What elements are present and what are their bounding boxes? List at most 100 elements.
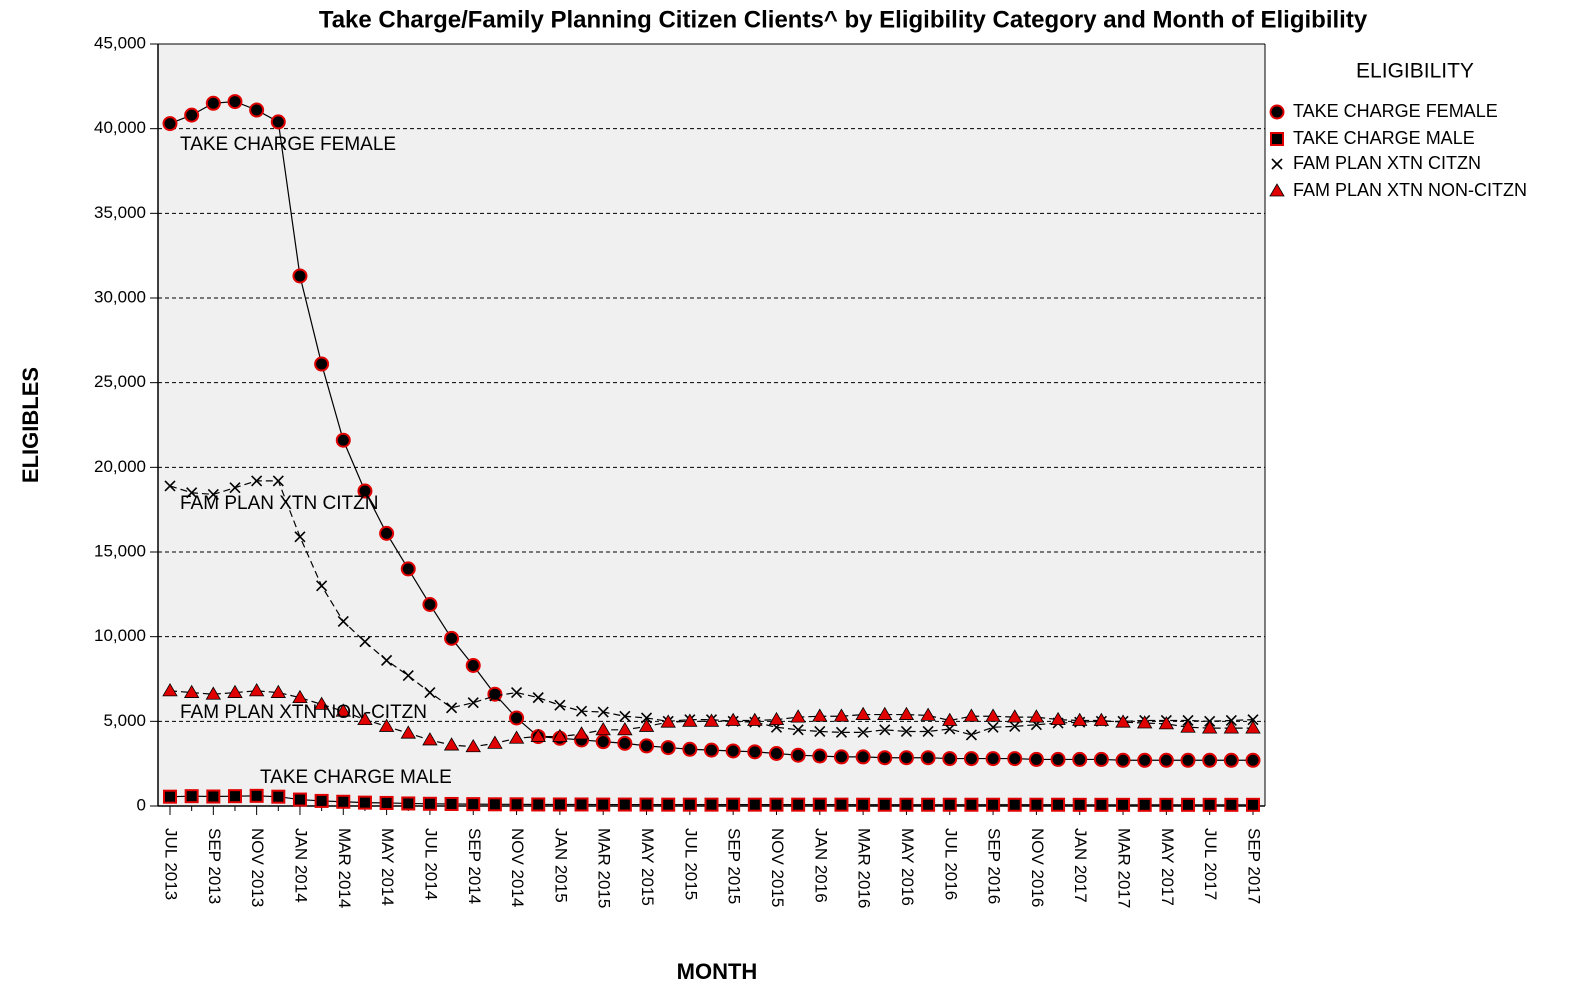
data-point bbox=[205, 686, 222, 700]
data-point bbox=[639, 738, 655, 754]
data-point bbox=[335, 432, 351, 448]
data-point bbox=[855, 706, 871, 720]
data-point bbox=[985, 708, 1001, 722]
data-point bbox=[1245, 720, 1261, 734]
data-point bbox=[1137, 797, 1152, 812]
data-point bbox=[509, 797, 524, 812]
data-point bbox=[660, 714, 676, 728]
data-point bbox=[248, 683, 265, 697]
data-point bbox=[573, 726, 590, 740]
data-point bbox=[792, 724, 804, 736]
data-point bbox=[401, 796, 416, 811]
data-point bbox=[1223, 752, 1239, 768]
y-tick-label: 45,000 bbox=[94, 33, 146, 52]
data-point bbox=[791, 797, 806, 812]
data-point bbox=[532, 692, 544, 704]
data-point bbox=[205, 95, 221, 111]
data-point bbox=[422, 796, 437, 811]
x-tick-label: JUL 2015 bbox=[681, 828, 700, 900]
data-point bbox=[985, 751, 1001, 767]
data-point bbox=[227, 789, 242, 804]
data-point bbox=[899, 797, 914, 812]
x-axis-label: MONTH bbox=[677, 959, 758, 984]
x-tick-label: SEP 2016 bbox=[985, 828, 1004, 904]
data-point bbox=[422, 732, 438, 746]
data-point bbox=[162, 683, 178, 697]
data-point bbox=[336, 794, 351, 809]
x-tick-label: MAY 2014 bbox=[378, 828, 397, 906]
data-point bbox=[704, 797, 719, 812]
series bbox=[163, 788, 1260, 812]
data-point bbox=[682, 741, 698, 757]
x-tick-label: SEP 2015 bbox=[725, 828, 744, 904]
data-point bbox=[487, 797, 502, 812]
data-point bbox=[227, 684, 243, 698]
data-point bbox=[424, 686, 436, 699]
data-point bbox=[963, 708, 980, 722]
y-axis-label: ELIGIBLES bbox=[18, 367, 43, 483]
legend-title: ELIGIBILITY bbox=[1356, 60, 1474, 83]
x-tick-label: SEP 2014 bbox=[465, 828, 484, 904]
data-point bbox=[1115, 714, 1131, 728]
data-point bbox=[835, 726, 848, 738]
data-point bbox=[877, 706, 893, 720]
data-point bbox=[292, 689, 308, 704]
data-point bbox=[703, 713, 720, 727]
y-tick-label: 10,000 bbox=[94, 626, 146, 645]
data-point bbox=[162, 116, 178, 132]
data-point bbox=[229, 482, 241, 494]
data-point bbox=[357, 483, 373, 499]
data-point bbox=[270, 114, 286, 130]
data-point bbox=[898, 750, 914, 766]
data-point bbox=[554, 699, 566, 711]
data-point bbox=[294, 531, 306, 543]
x-tick-label: JUL 2014 bbox=[421, 828, 440, 900]
data-point bbox=[357, 795, 372, 810]
legend-marker bbox=[1271, 158, 1283, 170]
data-point bbox=[270, 684, 286, 698]
legend-item: TAKE CHARGE MALE bbox=[1270, 128, 1475, 148]
data-point bbox=[769, 797, 784, 812]
data-point bbox=[227, 94, 243, 110]
data-point bbox=[335, 703, 351, 717]
x-tick-label: NOV 2015 bbox=[768, 828, 787, 907]
data-point bbox=[379, 525, 395, 541]
series bbox=[162, 683, 1261, 753]
data-point bbox=[381, 654, 393, 666]
data-point bbox=[1137, 752, 1153, 768]
data-point bbox=[747, 744, 763, 760]
data-point bbox=[833, 749, 849, 765]
data-point bbox=[638, 718, 655, 732]
data-point bbox=[465, 738, 481, 753]
data-point bbox=[725, 743, 741, 759]
data-point bbox=[725, 712, 741, 726]
y-tick-label: 20,000 bbox=[94, 457, 146, 476]
y-tick-label: 30,000 bbox=[94, 287, 146, 306]
x-tick-label: JUL 2017 bbox=[1201, 828, 1220, 900]
data-point bbox=[1180, 752, 1196, 768]
series bbox=[164, 475, 1259, 741]
x-tick-label: MAY 2016 bbox=[898, 828, 917, 906]
data-point bbox=[207, 488, 219, 500]
data-point bbox=[206, 789, 221, 804]
data-point bbox=[1224, 797, 1239, 812]
data-point bbox=[920, 707, 936, 721]
data-point bbox=[1007, 751, 1023, 767]
legend-label: TAKE CHARGE MALE bbox=[1293, 128, 1475, 148]
data-point bbox=[487, 735, 503, 749]
data-point bbox=[617, 722, 633, 736]
x-tick-label: MAR 2014 bbox=[335, 828, 354, 908]
data-point bbox=[1202, 752, 1218, 768]
data-point bbox=[1201, 720, 1218, 734]
annotation: TAKE CHARGE FEMALE bbox=[180, 134, 396, 155]
y-tick-label: 25,000 bbox=[94, 372, 146, 391]
data-point bbox=[1007, 709, 1023, 723]
x-tick-label: MAR 2015 bbox=[595, 828, 614, 908]
legend-marker bbox=[1270, 132, 1284, 146]
data-point bbox=[617, 797, 632, 812]
data-point bbox=[660, 740, 676, 756]
data-point bbox=[1116, 797, 1131, 812]
data-point bbox=[1180, 719, 1196, 733]
data-point bbox=[879, 724, 891, 736]
data-point bbox=[1181, 797, 1196, 812]
